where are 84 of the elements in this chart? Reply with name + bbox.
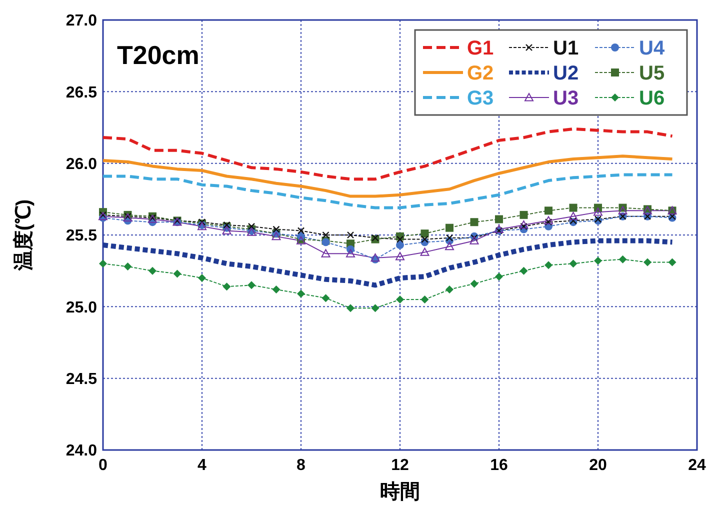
x-tick-label: 16 bbox=[490, 457, 508, 474]
legend-label: G2 bbox=[467, 62, 494, 84]
point bbox=[297, 290, 305, 298]
x-tick-label: 12 bbox=[391, 457, 409, 474]
point bbox=[544, 261, 552, 270]
point bbox=[322, 294, 330, 302]
legend-label: U3 bbox=[553, 88, 579, 110]
point bbox=[519, 220, 528, 229]
x-tick-label: 20 bbox=[589, 457, 607, 474]
point bbox=[346, 249, 355, 258]
point bbox=[222, 226, 232, 234]
point bbox=[396, 236, 404, 243]
point bbox=[346, 231, 354, 239]
point bbox=[272, 232, 281, 240]
point bbox=[297, 227, 305, 234]
point bbox=[544, 218, 552, 226]
y-tick-label: 26.5 bbox=[66, 84, 98, 102]
point bbox=[124, 262, 132, 271]
point bbox=[148, 266, 156, 275]
legend-label: U6 bbox=[639, 88, 665, 110]
point bbox=[668, 258, 676, 266]
point bbox=[544, 216, 553, 224]
point bbox=[594, 256, 602, 265]
point bbox=[173, 270, 182, 278]
y-tick-label: 24.0 bbox=[66, 442, 98, 460]
point bbox=[495, 272, 503, 281]
point bbox=[420, 248, 430, 256]
point bbox=[421, 236, 428, 243]
x-axis-title: 時間 bbox=[380, 481, 420, 503]
point bbox=[396, 252, 404, 260]
line-series bbox=[102, 173, 674, 210]
point bbox=[420, 296, 429, 304]
point bbox=[520, 222, 528, 230]
point bbox=[569, 260, 578, 268]
point bbox=[248, 222, 256, 230]
point bbox=[520, 266, 528, 275]
point bbox=[470, 236, 479, 244]
point bbox=[544, 206, 552, 215]
y-tick-label: 24.5 bbox=[66, 370, 98, 388]
point bbox=[321, 249, 330, 258]
point bbox=[470, 218, 478, 226]
point bbox=[99, 260, 107, 268]
point bbox=[446, 234, 454, 242]
point bbox=[520, 210, 528, 219]
point bbox=[222, 282, 231, 291]
line-series bbox=[102, 154, 674, 198]
point bbox=[445, 242, 454, 250]
y-tick-label: 25.0 bbox=[66, 299, 98, 316]
point bbox=[198, 274, 206, 282]
point bbox=[396, 241, 404, 250]
point bbox=[569, 204, 578, 212]
text: T20cm bbox=[117, 40, 200, 70]
point bbox=[495, 215, 503, 224]
legend-label: U5 bbox=[639, 62, 665, 84]
point bbox=[618, 255, 627, 264]
point bbox=[644, 258, 652, 266]
point bbox=[371, 304, 380, 312]
y-tick-label: 26.0 bbox=[66, 156, 98, 173]
point bbox=[272, 226, 280, 233]
legend-label: U1 bbox=[553, 38, 579, 60]
point bbox=[568, 212, 578, 220]
point bbox=[346, 304, 354, 312]
point bbox=[272, 285, 280, 294]
point bbox=[446, 285, 454, 294]
point bbox=[248, 281, 256, 290]
x-tick-label: 8 bbox=[296, 457, 306, 474]
legend-label: U2 bbox=[553, 62, 579, 84]
legend-label: G3 bbox=[467, 88, 494, 110]
point bbox=[594, 208, 602, 216]
line-series bbox=[102, 127, 674, 181]
point bbox=[420, 230, 429, 238]
y-axis-title: 温度(℃) bbox=[12, 199, 35, 272]
point bbox=[322, 231, 330, 239]
point bbox=[396, 296, 404, 304]
point bbox=[470, 280, 478, 288]
y-tick-label: 25.5 bbox=[66, 228, 98, 245]
point bbox=[446, 224, 454, 232]
y-tick-label: 27.0 bbox=[66, 12, 98, 30]
legend-label: U4 bbox=[639, 38, 666, 60]
x-tick-label: 0 bbox=[98, 457, 108, 474]
x-tick-label: 24 bbox=[688, 457, 706, 474]
x-tick-label: 4 bbox=[198, 457, 207, 474]
point bbox=[618, 206, 628, 214]
legend-label: G1 bbox=[467, 38, 494, 60]
